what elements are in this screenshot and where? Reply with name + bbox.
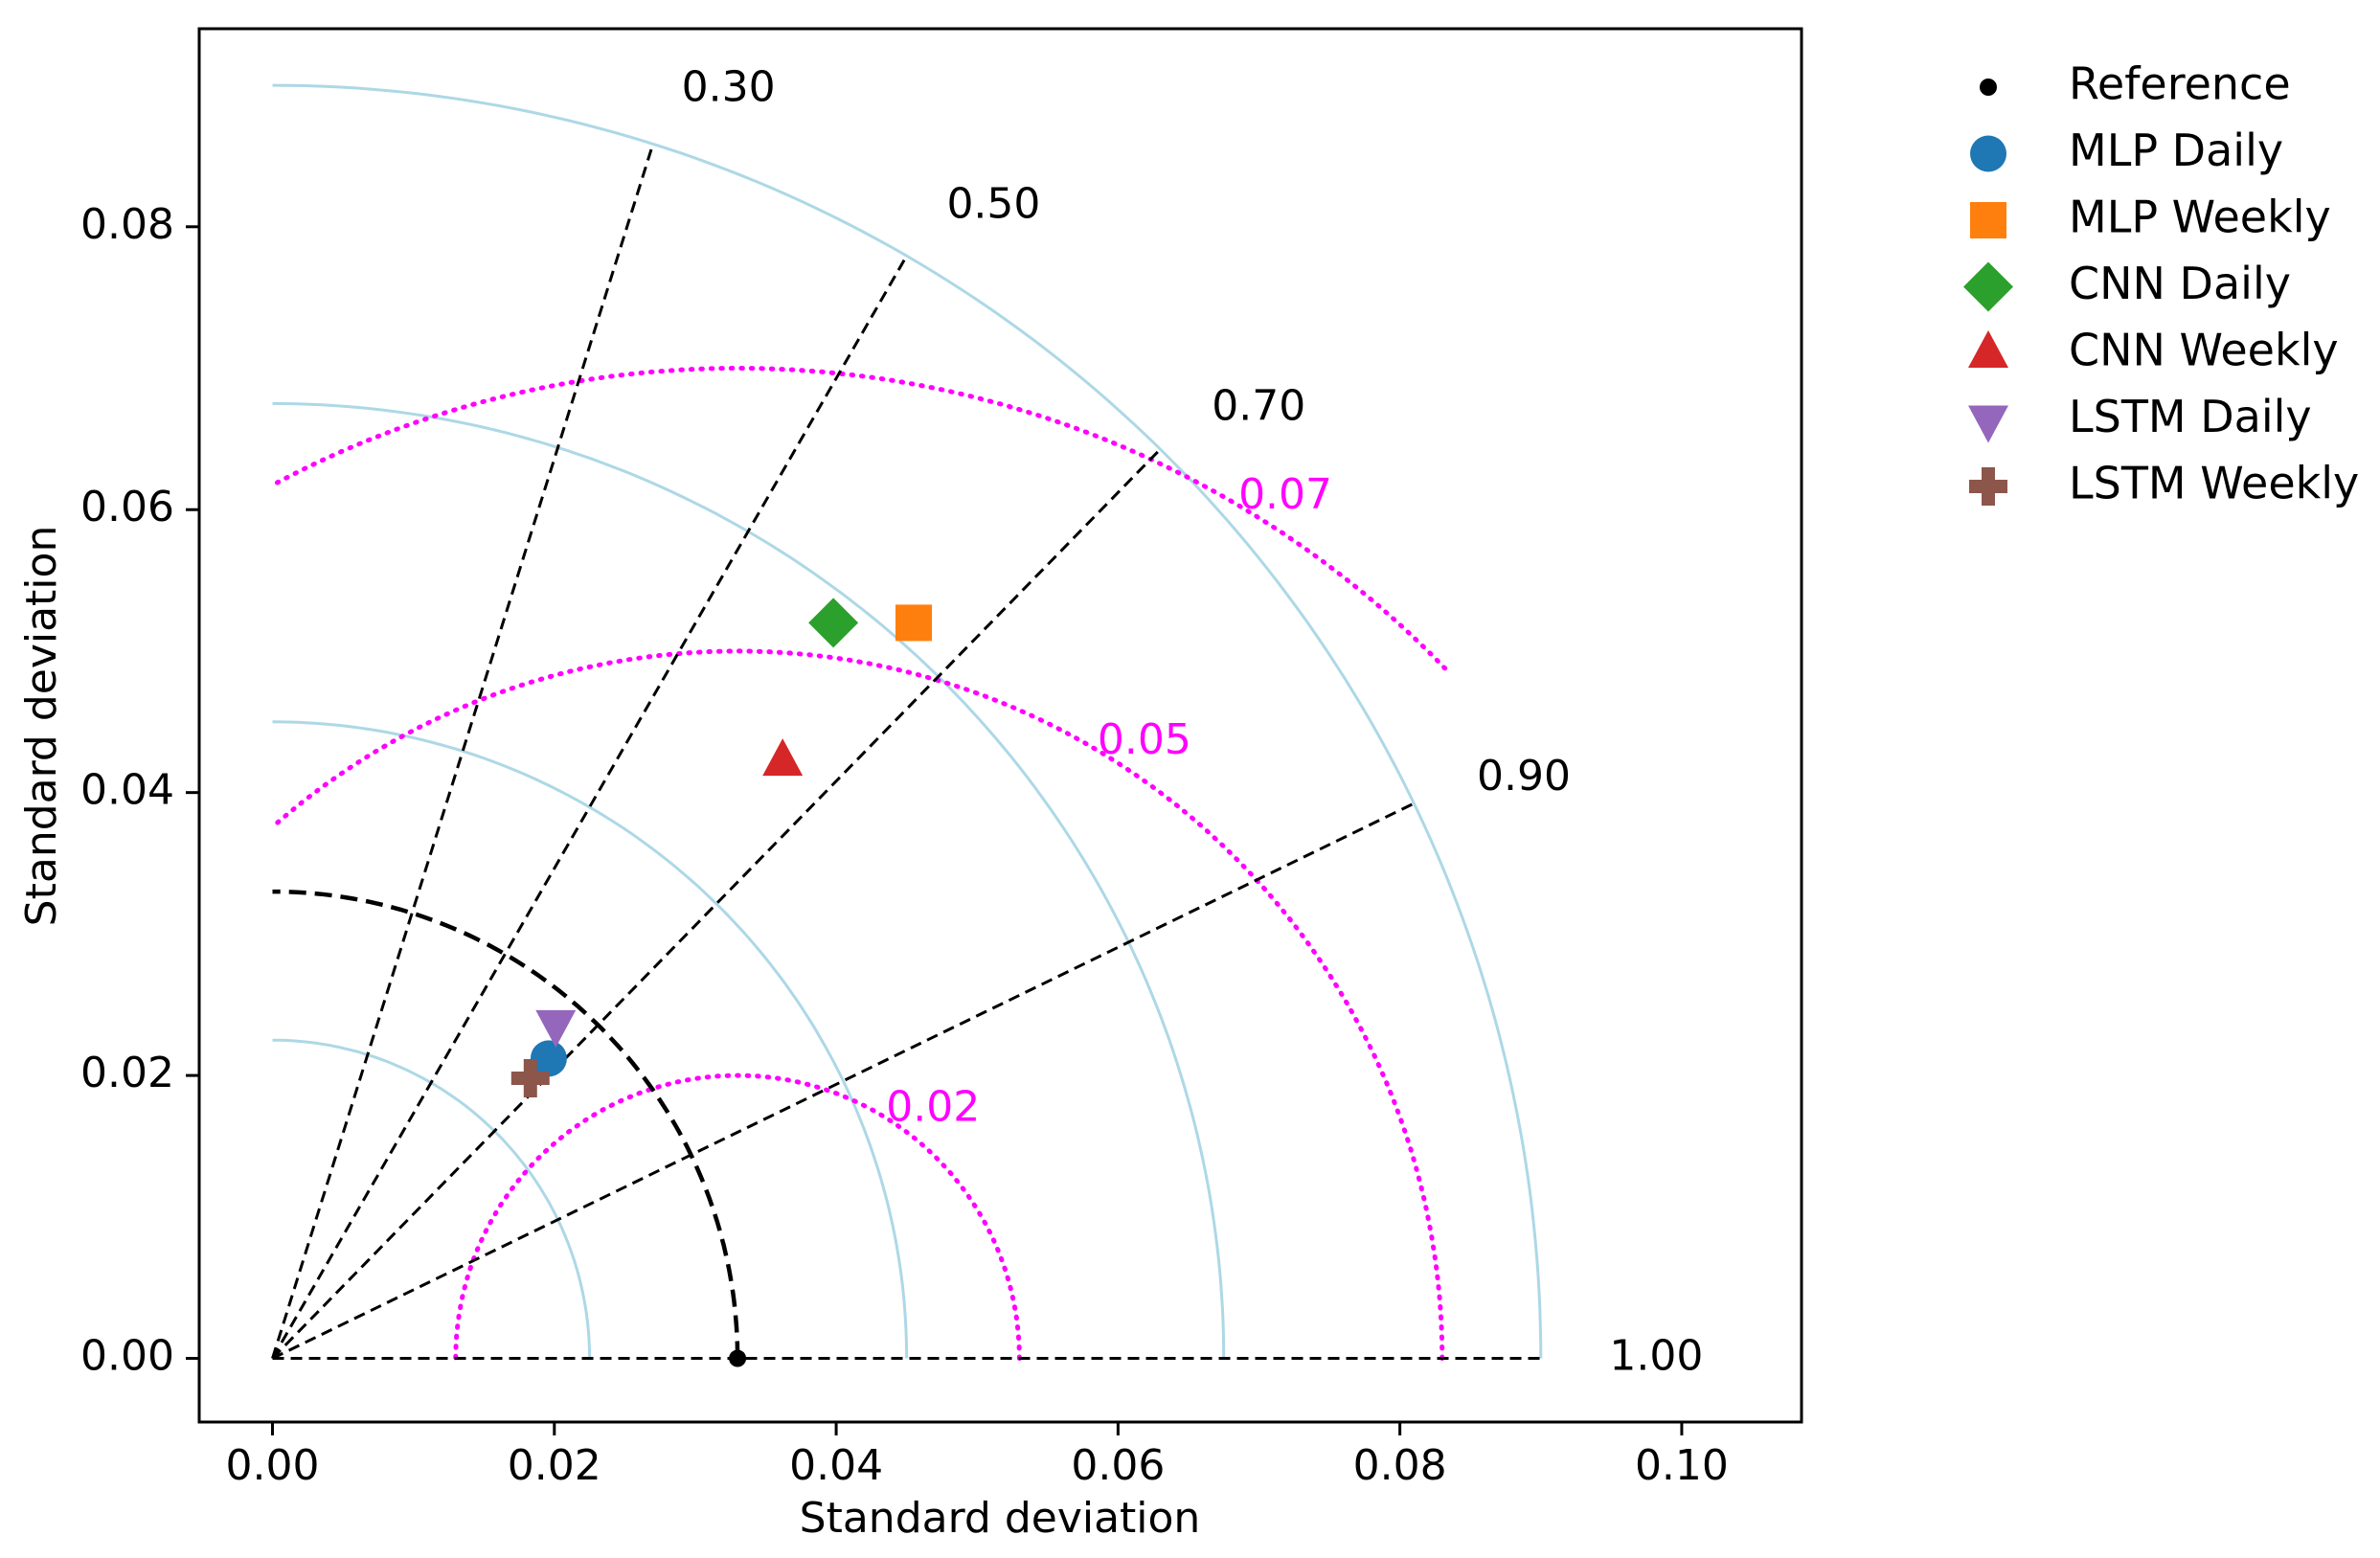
x-axis-label: Standard deviation	[800, 1494, 1201, 1543]
legend-label: CNN Weekly	[2069, 325, 2339, 376]
correlation-label: 0.50	[946, 179, 1040, 228]
legend-marker	[1970, 202, 2006, 238]
x-tick-label: 0.10	[1635, 1441, 1729, 1490]
correlation-line	[271, 255, 908, 1360]
legend-label: Reference	[2069, 58, 2291, 110]
legend-marker	[1963, 261, 2013, 312]
reference-arc	[272, 889, 740, 1359]
rmsd-label: 0.05	[1098, 715, 1191, 764]
y-axis-label: Standard deviation	[17, 526, 66, 927]
x-tick-label: 0.00	[226, 1441, 320, 1490]
data-points	[510, 598, 933, 1367]
y-tick-label: 0.02	[80, 1049, 174, 1097]
correlation-line	[271, 143, 655, 1359]
correlation-label: 0.30	[682, 62, 776, 111]
legend-label: LSTM Daily	[2069, 391, 2312, 442]
point-mlp-weekly	[895, 604, 933, 642]
std-arc	[272, 401, 1226, 1359]
y-tick-label: 0.00	[80, 1332, 174, 1381]
legend-label: MLP Weekly	[2069, 192, 2331, 243]
rmsd-contour	[453, 1073, 1022, 1361]
point-lstm-weekly	[510, 1059, 550, 1098]
y-tick-label: 0.08	[80, 200, 174, 249]
x-tick-label: 0.08	[1353, 1441, 1447, 1490]
point-reference	[729, 1349, 747, 1367]
x-tick-label: 0.04	[789, 1441, 883, 1490]
point-mlp-daily	[530, 1040, 567, 1077]
legend: Reference MLP Daily MLP Weekly CNN Daily CNN…	[1963, 58, 2359, 509]
correlation-label: 0.90	[1477, 752, 1571, 801]
rmsd-label: 0.02	[886, 1083, 980, 1132]
legend-label: CNN Daily	[2069, 258, 2291, 309]
rmsd-label: 0.07	[1238, 470, 1332, 519]
reference-std-arc	[272, 889, 740, 1359]
correlation-label: 1.00	[1609, 1332, 1703, 1381]
point-cnn-weekly	[762, 738, 804, 777]
point-cnn-daily	[808, 598, 859, 648]
legend-label: MLP Daily	[2069, 124, 2283, 176]
std-arc	[272, 83, 1543, 1359]
rmsd-contour	[273, 648, 1445, 1361]
x-tick-label: 0.02	[508, 1441, 601, 1490]
rmsd-contours: 0.02 0.05 0.07	[273, 365, 1448, 1361]
rmsd-contour	[274, 365, 1448, 671]
legend-marker	[1968, 330, 2008, 368]
point-lstm-daily	[535, 1009, 577, 1048]
correlation-label: 0.70	[1212, 381, 1305, 430]
legend-marker	[1968, 405, 2008, 443]
legend-label: LSTM Weekly	[2069, 458, 2359, 509]
y-tick-label: 0.04	[80, 766, 174, 815]
legend-marker	[1970, 135, 2006, 172]
legend-marker	[1980, 79, 1997, 96]
y-tick-label: 0.06	[80, 483, 174, 531]
axis-ticks: 0.00 0.02 0.04 0.06 0.08 0.10 0.00 0.02 0.04 0.06…	[80, 200, 1729, 1490]
std-arc	[272, 1038, 592, 1359]
legend-marker	[1969, 467, 2007, 506]
x-tick-label: 0.06	[1071, 1441, 1165, 1490]
correlation-line	[271, 448, 1162, 1360]
correlation-line	[271, 802, 1416, 1360]
std-arcs	[272, 83, 1543, 1359]
plot-frame	[197, 27, 1803, 1424]
correlation-lines: 0.30 0.50 0.70 0.90 1.00	[271, 62, 1703, 1381]
std-arc	[272, 720, 909, 1359]
